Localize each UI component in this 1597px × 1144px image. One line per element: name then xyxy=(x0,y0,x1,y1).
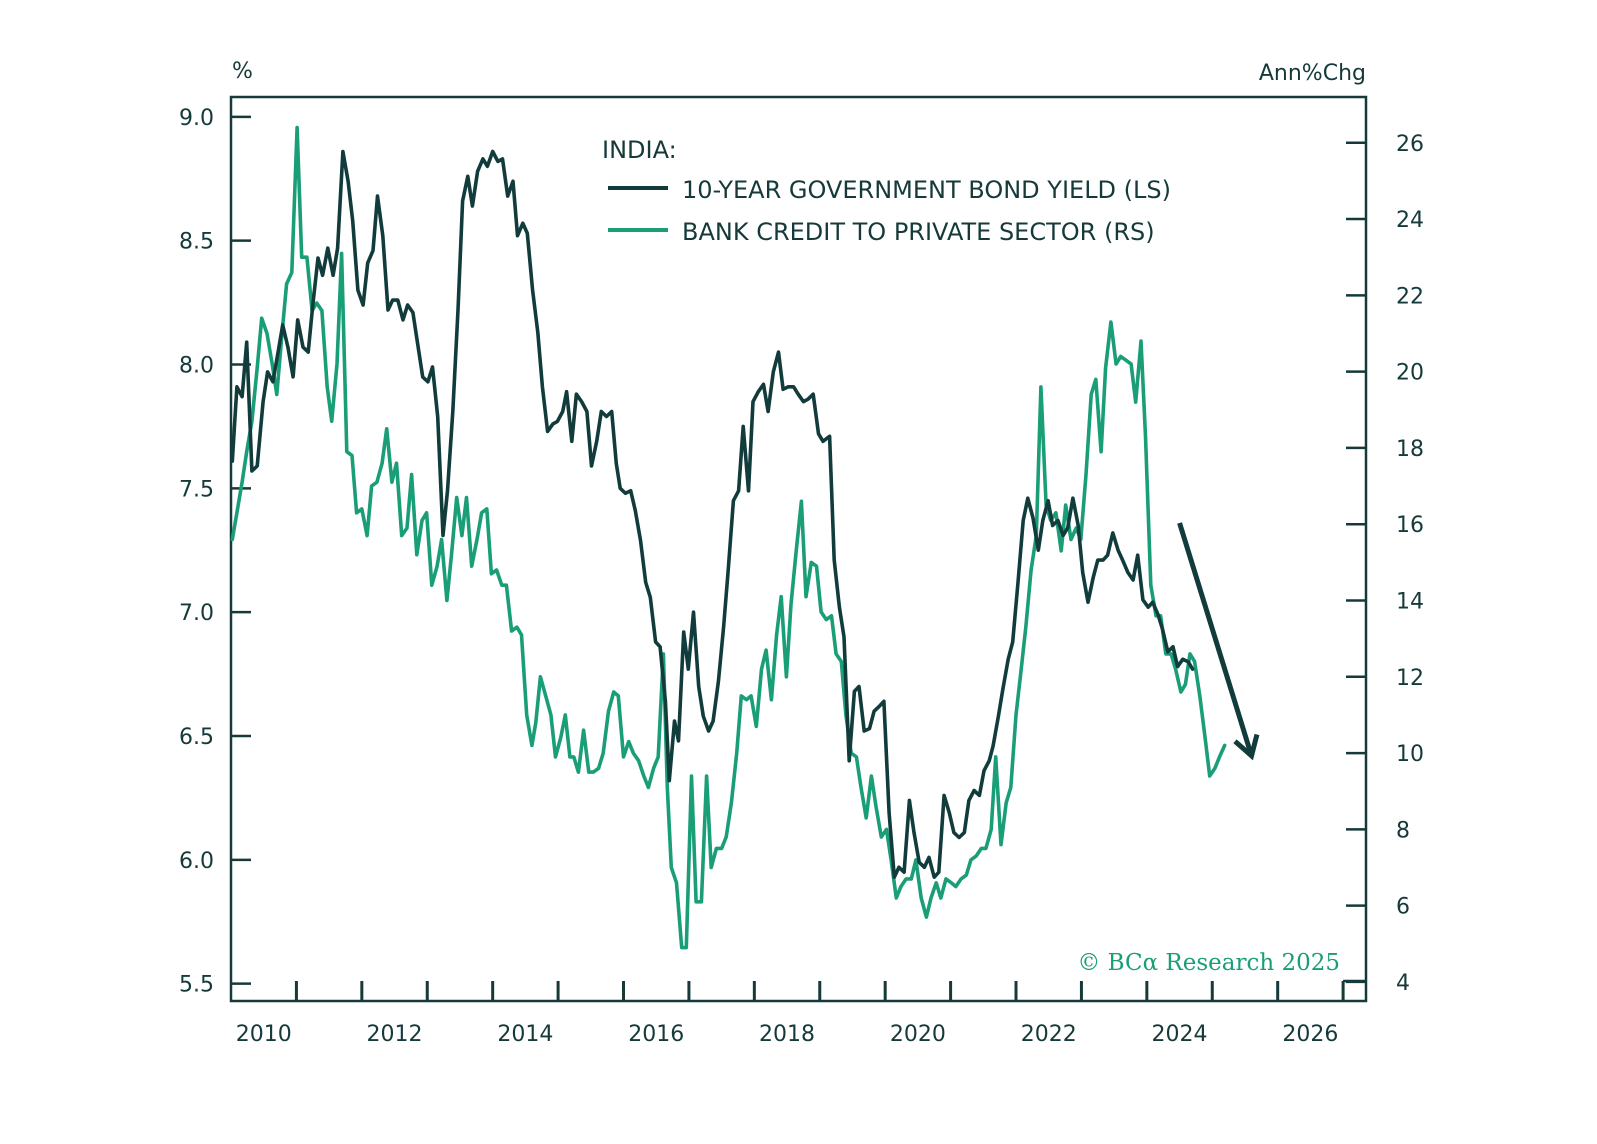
x-tick-label: 2026 xyxy=(1282,1022,1338,1047)
right-tick-label: 20 xyxy=(1396,361,1424,386)
left-tick-label: 8.0 xyxy=(179,353,214,378)
series-layer xyxy=(230,125,1227,950)
right-axis-unit: Ann%Chg xyxy=(1259,61,1366,86)
left-axis-unit: % xyxy=(232,59,253,84)
right-axis-labels: 4 6 8 10 12 14 16 18 20 22 24 26 xyxy=(1396,132,1424,996)
right-tick-label: 22 xyxy=(1396,284,1424,309)
trend-arrow-head-icon xyxy=(1233,733,1260,761)
left-axis-ticks xyxy=(231,115,251,985)
x-tick-label: 2010 xyxy=(236,1022,292,1047)
left-axis-labels: 5.5 6.0 6.5 7.0 7.5 8.0 8.5 9.0 xyxy=(179,106,214,998)
right-tick-label: 24 xyxy=(1396,208,1424,233)
left-tick-label: 6.0 xyxy=(179,849,214,874)
right-tick-label: 18 xyxy=(1396,437,1424,462)
plot-border xyxy=(229,95,1368,1003)
x-tick-label: 2016 xyxy=(628,1022,684,1047)
x-tick-label: 2020 xyxy=(890,1022,946,1047)
annotation-layer xyxy=(1177,522,1260,761)
x-axis-labels: 2010 2012 2014 2016 2018 2020 2022 2024 2026 xyxy=(236,1022,1339,1047)
right-tick-label: 16 xyxy=(1396,513,1424,538)
series-line-bank-credit xyxy=(230,125,1227,950)
left-tick-label: 8.5 xyxy=(179,230,214,255)
x-axis-ticks xyxy=(294,979,1366,1001)
right-tick-label: 6 xyxy=(1396,895,1410,920)
right-tick-label: 12 xyxy=(1396,666,1424,691)
x-tick-label: 2024 xyxy=(1152,1022,1208,1047)
right-tick-label: 14 xyxy=(1396,589,1424,614)
left-tick-label: 6.5 xyxy=(179,725,214,750)
left-tick-label: 7.0 xyxy=(179,601,214,626)
trend-arrow-shaft xyxy=(1177,522,1254,757)
legend-title: INDIA: xyxy=(602,136,677,164)
x-tick-label: 2018 xyxy=(759,1022,815,1047)
series-line-bond-yield xyxy=(230,149,1195,880)
right-tick-label: 26 xyxy=(1396,132,1424,157)
left-tick-label: 7.5 xyxy=(179,477,214,502)
x-tick-label: 2022 xyxy=(1021,1022,1077,1047)
x-tick-label: 2014 xyxy=(497,1022,553,1047)
copyright-text: © BCα Research 2025 xyxy=(1077,950,1340,976)
right-tick-label: 8 xyxy=(1396,818,1410,843)
x-tick-label: 2012 xyxy=(367,1022,423,1047)
plot-frame xyxy=(229,95,1368,1003)
right-axis-ticks xyxy=(1346,141,1366,984)
legend: INDIA: 10-YEAR GOVERNMENT BOND YIELD (LS… xyxy=(602,136,1171,246)
legend-label-bond-yield: 10-YEAR GOVERNMENT BOND YIELD (LS) xyxy=(682,176,1171,204)
left-tick-label: 5.5 xyxy=(179,973,214,998)
right-tick-label: 4 xyxy=(1396,971,1410,996)
right-tick-label: 10 xyxy=(1396,742,1424,767)
left-tick-label: 9.0 xyxy=(179,106,214,131)
legend-label-bank-credit: BANK CREDIT TO PRIVATE SECTOR (RS) xyxy=(682,218,1155,246)
